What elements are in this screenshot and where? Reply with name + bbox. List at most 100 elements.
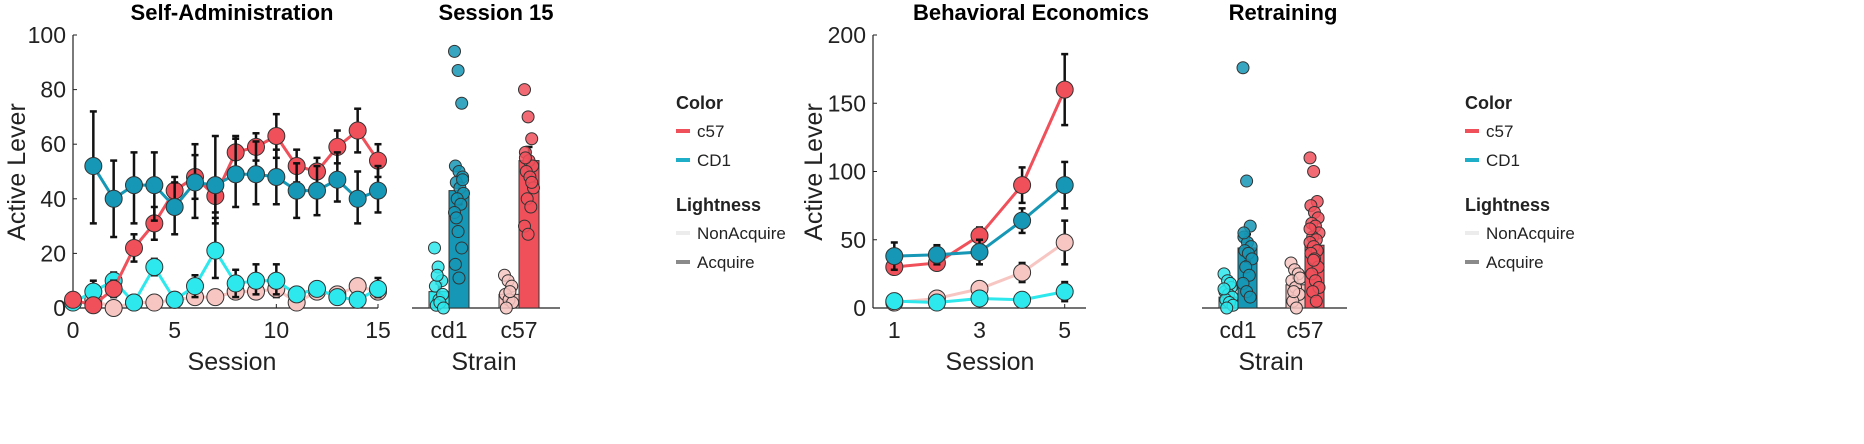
bar-scatter-point: [452, 271, 466, 285]
series-line-cd1-nonacquire: [72, 247, 379, 306]
x-tick-label: c57: [500, 317, 537, 343]
bar-scatter-point: [428, 241, 441, 255]
bar-scatter-point: [437, 301, 450, 315]
data-point-cd1-acquire: [104, 189, 123, 208]
bar-scatter-point: [518, 83, 531, 97]
legend-label-acquire: Acquire: [1486, 253, 1544, 272]
x-tick-label: 1: [888, 317, 901, 343]
bar-scatter-point: [1243, 290, 1257, 304]
legend-panel-1: Color c57 CD1 Lightness NonAcquire Acqui…: [676, 93, 786, 272]
data-point-c57-acquire: [84, 296, 103, 315]
data-point-cd1-acquire: [287, 181, 306, 200]
data-point-cd1-nonacquire: [125, 293, 143, 312]
data-point-c57-acquire: [64, 290, 82, 309]
data-point-cd1-nonacquire: [165, 290, 184, 309]
series-cd1-acquire: [84, 110, 387, 239]
bar-scatter-point: [499, 301, 513, 315]
x-tick-label: cd1: [1219, 317, 1256, 343]
y-tick-label: 50: [840, 227, 866, 253]
data-point-c57-acquire: [1055, 80, 1074, 99]
data-point-cd1-nonacquire: [970, 289, 989, 308]
legend-label-cd1: CD1: [697, 151, 731, 170]
data-point-c57-nonacquire: [104, 299, 123, 317]
y-tick-label: 0: [853, 295, 866, 321]
y-tick-label: 100: [828, 159, 866, 185]
xlabel-retraining: Strain: [1238, 348, 1303, 376]
bar-scatter-point: [1307, 253, 1321, 267]
bar-group-c57-3: [518, 83, 540, 309]
data-point-c57-acquire: [104, 279, 123, 298]
x-tick-label: cd1: [430, 317, 467, 343]
bar-scatter-point: [1303, 222, 1317, 236]
series-line-c57-acquire: [72, 128, 380, 307]
panel-title-self-administration: Self-Administration: [131, 0, 334, 25]
data-point-cd1-acquire: [186, 173, 204, 192]
legend-color-title: Color: [1465, 93, 1512, 113]
legend-label-cd1: CD1: [1486, 151, 1520, 170]
bar-scatter-point: [449, 211, 463, 225]
data-point-cd1-nonacquire: [348, 290, 367, 309]
data-point-cd1-acquire: [369, 181, 387, 200]
x-tick-label: 3: [973, 317, 986, 343]
bar-scatter-point: [430, 268, 444, 282]
data-point-cd1-acquire: [206, 176, 225, 195]
data-point-cd1-acquire: [226, 165, 245, 184]
data-point-cd1-acquire: [145, 176, 164, 195]
xlabel-self-administration: Session: [188, 348, 277, 376]
legend-label-acquire: Acquire: [697, 253, 755, 272]
series-cd1-nonacquire: [885, 280, 1074, 312]
y-tick-label: 200: [828, 22, 866, 48]
data-point-c57-acquire: [348, 121, 367, 140]
bar-group-cd1-0: [1217, 267, 1240, 315]
legend-color-title: Color: [676, 93, 723, 113]
legend-lightness-title: Lightness: [1465, 195, 1550, 215]
data-point-c57-nonacquire: [145, 293, 164, 312]
x-tick-label: 10: [264, 317, 290, 343]
legend-label-nonacquire: NonAcquire: [697, 224, 786, 243]
bar-scatter-point: [1309, 294, 1323, 308]
data-point-c57-acquire: [1013, 176, 1032, 195]
bar-scatter-point: [524, 200, 538, 214]
y-tick-label: 150: [828, 90, 866, 116]
bar-scatter-point: [1307, 165, 1321, 178]
data-point-cd1-nonacquire: [308, 279, 326, 298]
bar-scatter-point: [525, 132, 539, 146]
bar-scatter-point: [1289, 301, 1303, 315]
bar-group-cd1-1: [1236, 61, 1259, 309]
ylabel-behavioral-economics: Active Lever: [800, 103, 828, 241]
bar-scatter-point: [448, 257, 462, 271]
legend-label-c57: c57: [1486, 122, 1513, 141]
bar-scatter-point: [448, 44, 461, 58]
bar-group-cd1-0: [428, 241, 450, 315]
bar-scatter-point: [1217, 282, 1231, 296]
bar-scatter-point: [1220, 301, 1234, 315]
x-tick-label: c57: [1286, 317, 1323, 343]
data-point-c57-nonacquire: [1055, 233, 1074, 252]
bar-scatter-point: [451, 225, 465, 239]
bar-scatter-point: [518, 151, 532, 165]
data-point-cd1-acquire: [927, 245, 946, 264]
data-point-cd1-acquire: [84, 157, 103, 176]
data-point-cd1-nonacquire: [247, 271, 265, 290]
panel-title-retraining: Retraining: [1229, 0, 1338, 25]
data-point-cd1-nonacquire: [328, 288, 347, 307]
data-point-c57-nonacquire: [1013, 263, 1032, 282]
bar-scatter-point: [1236, 61, 1250, 75]
bar-group-c57-2: [1284, 256, 1307, 315]
bar-group-c57-2: [498, 268, 520, 315]
bar-scatter-point: [1237, 226, 1251, 240]
data-point-cd1-acquire: [165, 197, 184, 216]
data-point-cd1-nonacquire: [287, 285, 306, 304]
y-tick-label: 0: [53, 295, 66, 321]
data-point-cd1-acquire: [970, 243, 989, 262]
data-point-cd1-nonacquire: [206, 241, 225, 260]
bar-scatter-point: [451, 63, 465, 77]
data-point-cd1-acquire: [348, 189, 367, 208]
bar-scatter-point: [521, 110, 535, 124]
data-point-cd1-nonacquire: [885, 292, 904, 311]
bar-scatter-point: [525, 175, 539, 189]
legend-label-nonacquire: NonAcquire: [1486, 224, 1575, 243]
data-point-cd1-nonacquire: [186, 277, 204, 296]
